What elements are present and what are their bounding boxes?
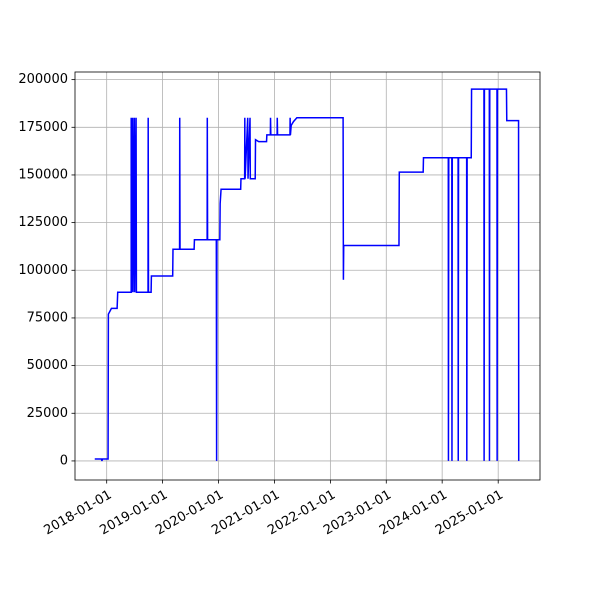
plot-frame [74,71,541,481]
y-tick-label: 0 [60,453,68,468]
y-tick-label: 150000 [18,167,68,182]
y-tick-label: 175000 [18,120,68,135]
y-tick-label: 125000 [18,215,68,230]
y-tick-label: 200000 [18,72,68,87]
data-line [94,88,520,462]
y-tick-label: 25000 [27,406,68,421]
y-tick-label: 75000 [27,310,68,325]
y-tick-label: 50000 [27,358,68,373]
y-tick-label: 100000 [18,263,68,278]
